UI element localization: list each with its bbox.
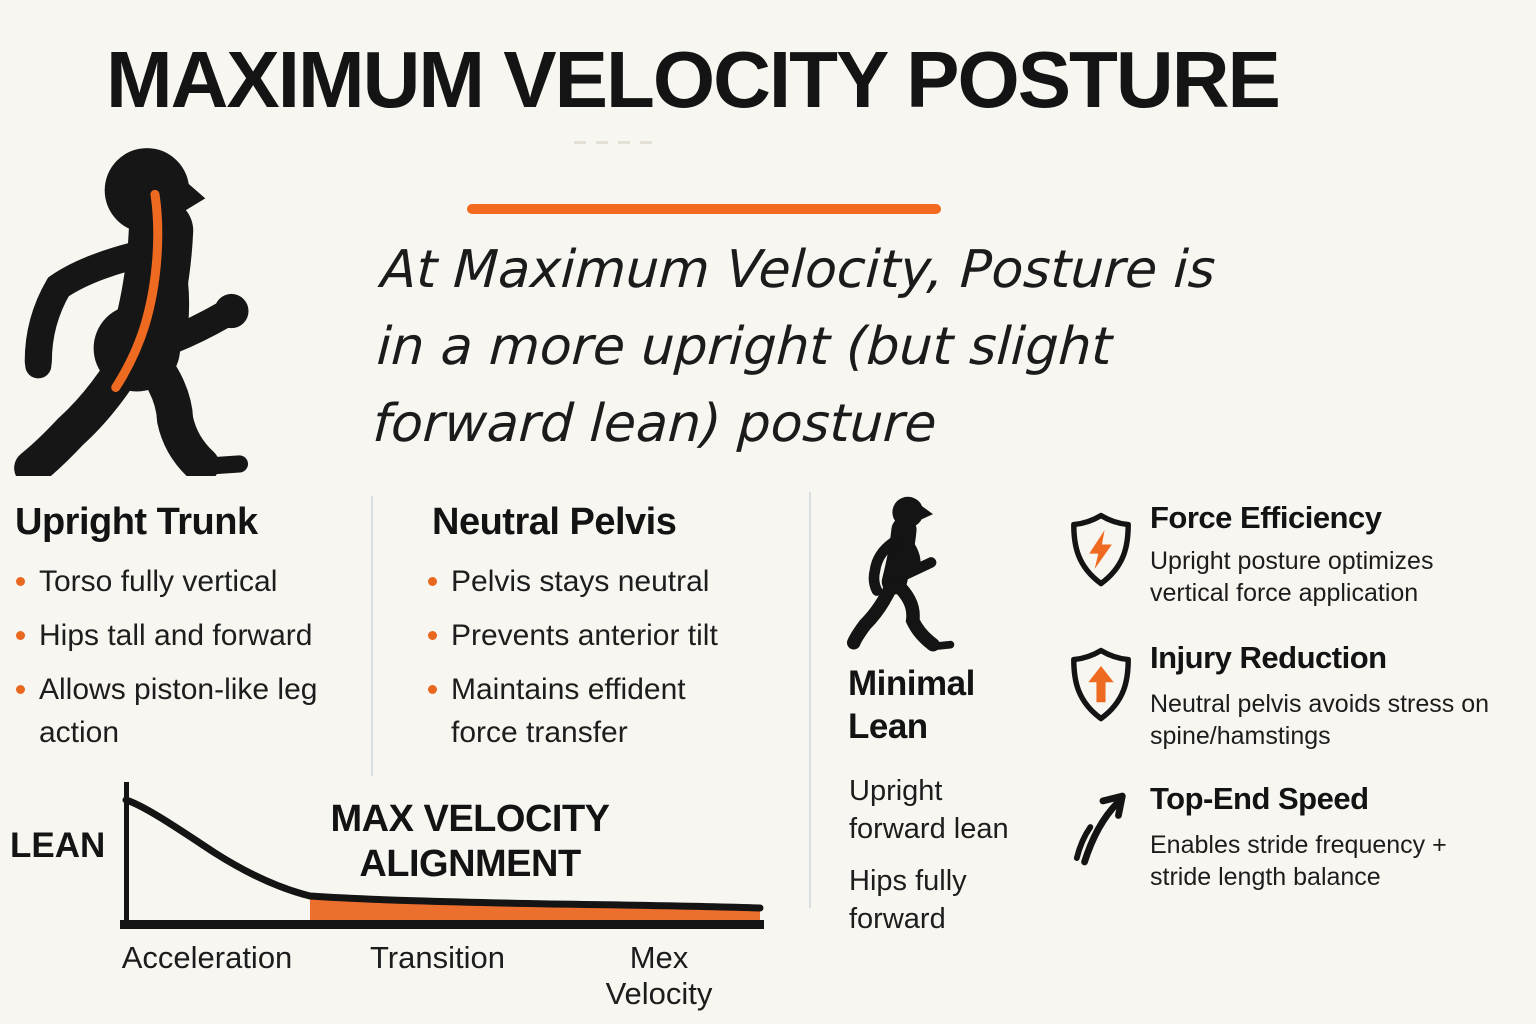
force-efficiency-title: Force Efficiency <box>1150 500 1382 535</box>
minimal-lean-point-1: Upright forward lean <box>849 775 1009 845</box>
bullet-dot-icon <box>16 631 25 640</box>
list-item: Hips tall and forward <box>16 614 346 657</box>
injury-reduction-desc: Neutral pelvis avoids stress on spine/ha… <box>1150 690 1490 750</box>
page-title: MAXIMUM VELOCITY POSTURE <box>106 35 1281 124</box>
list-item: Torso fully vertical <box>16 560 346 603</box>
neutral-pelvis-heading: Neutral Pelvis <box>432 501 677 543</box>
intro-line-2: in a more upright (but slight <box>375 317 1114 377</box>
force-efficiency-desc: Upright posture optimizes vertical force… <box>1150 547 1434 607</box>
bullet-dot-icon <box>428 685 437 694</box>
shield-up-arrow-icon <box>1071 647 1131 722</box>
bullet-text: Pelvis stays neutral <box>451 565 710 598</box>
intro-line-3: forward lean) posture <box>371 394 939 454</box>
top-end-speed-title: Top-End Speed <box>1150 781 1369 816</box>
column-divider <box>371 496 373 776</box>
runner-icon <box>846 496 955 652</box>
list-item: Maintains effident force transfer <box>428 668 768 754</box>
ghost-artifact <box>574 141 660 144</box>
intro-line-1: At Maximum Velocity, Posture is <box>379 240 1217 300</box>
top-end-speed-desc: Enables stride frequency + stride length… <box>1150 831 1447 891</box>
accent-underline <box>467 204 941 214</box>
minimal-lean-heading: Minimal Lean <box>848 664 975 746</box>
chart-x-label-max-velocity: Mex Velocity <box>605 940 713 1011</box>
injury-reduction-title: Injury Reduction <box>1150 640 1387 675</box>
intro-text: At Maximum Velocity, Posture is in a mor… <box>371 232 1263 463</box>
spine-highlight <box>111 189 163 393</box>
bullet-dot-icon <box>428 631 437 640</box>
bullet-text: Prevents anterior tilt <box>451 619 718 652</box>
chart-x-label-acceleration: Acceleration <box>121 940 293 975</box>
list-item: Prevents anterior tilt <box>428 614 768 657</box>
shield-lightning-icon <box>1071 512 1131 587</box>
chart-y-axis <box>124 782 129 924</box>
bullet-text: Maintains effident force transfer <box>451 673 686 749</box>
bullet-text: Hips tall and forward <box>39 619 313 652</box>
chart-y-axis-label: LEAN <box>10 826 106 865</box>
chart-plot-area <box>120 782 764 929</box>
bullet-dot-icon <box>16 577 25 586</box>
bullet-dot-icon <box>428 577 437 586</box>
chart-x-label-transition: Transition <box>370 940 505 975</box>
upright-trunk-list: Torso fully vertical Hips tall and forwa… <box>16 560 346 765</box>
column-divider <box>809 492 811 908</box>
minimal-lean-point-2: Hips fully forward <box>849 865 967 935</box>
upright-trunk-heading: Upright Trunk <box>15 501 258 543</box>
bullet-dot-icon <box>16 685 25 694</box>
chart-lean-curve <box>122 796 764 912</box>
list-item: Pelvis stays neutral <box>428 560 768 603</box>
bullet-text: Allows piston-like leg action <box>39 673 318 749</box>
runner-silhouette-spine-icon <box>14 148 249 476</box>
neutral-pelvis-list: Pelvis stays neutral Prevents anterior t… <box>428 560 768 765</box>
list-item: Allows piston-like leg action <box>16 668 346 754</box>
chart-title: MAX VELOCITY ALIGNMENT <box>330 798 610 885</box>
chart-x-axis <box>120 920 764 929</box>
bullet-text: Torso fully vertical <box>39 565 278 598</box>
rising-arrow-icon <box>1073 792 1126 866</box>
